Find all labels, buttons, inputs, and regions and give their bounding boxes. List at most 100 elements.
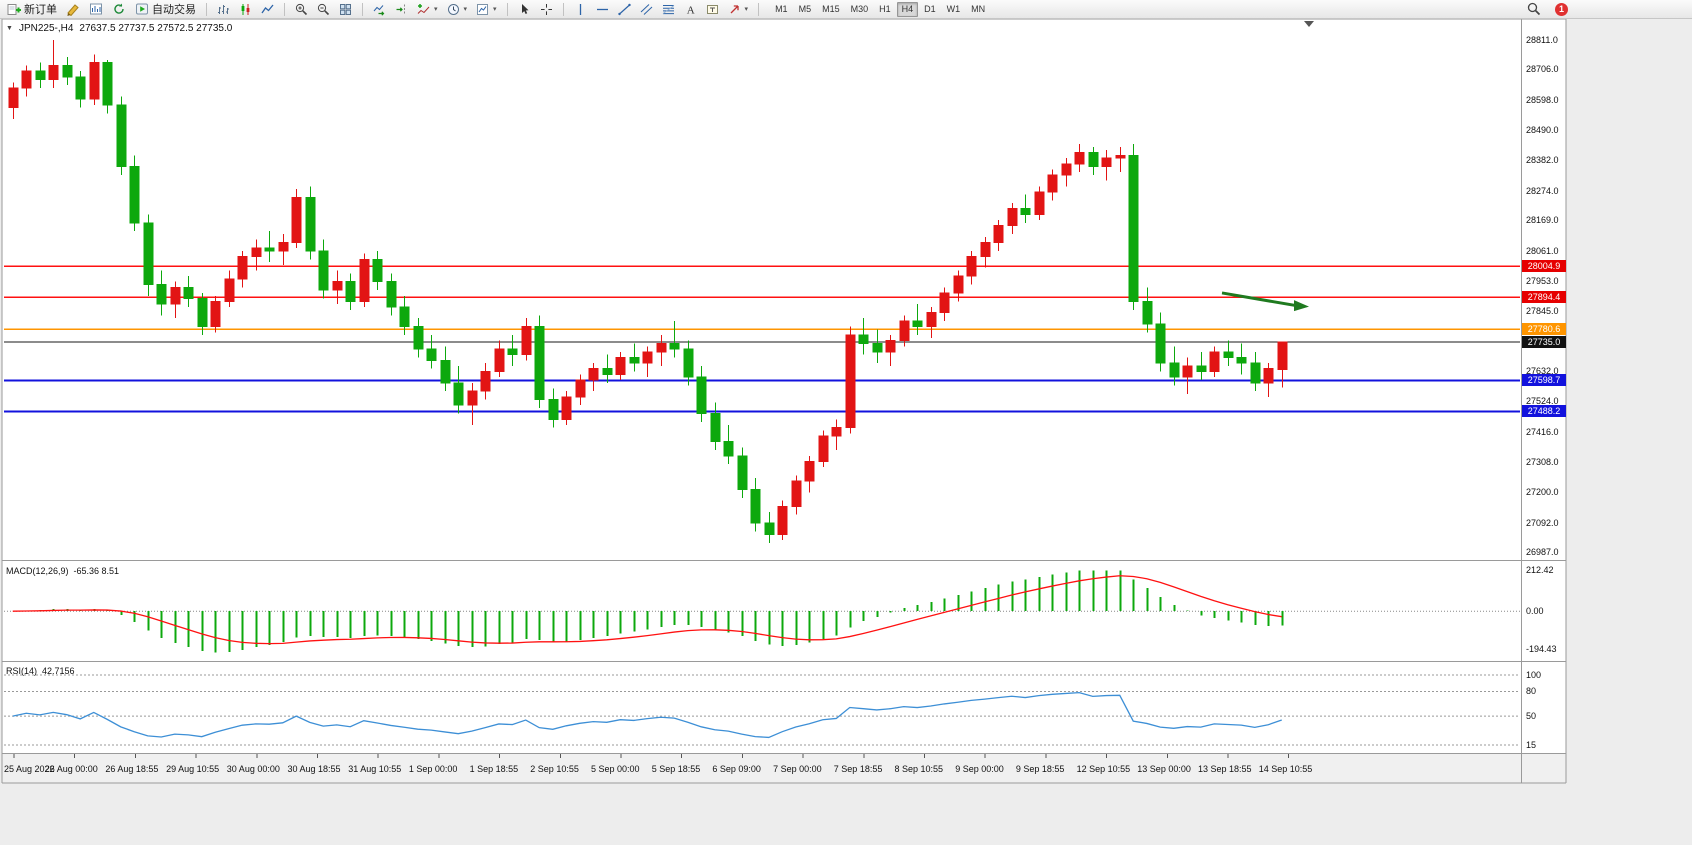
time-axis-label[interactable]: 14 Sep 10:55 xyxy=(1258,764,1313,774)
time-axis-label[interactable]: 31 Aug 10:55 xyxy=(348,764,402,774)
new-chart-button[interactable] xyxy=(86,1,106,18)
toolbar-separator xyxy=(206,2,207,16)
time-axis-label[interactable]: 26 Aug 00:00 xyxy=(44,764,98,774)
macd-axis-label[interactable]: 212.42 xyxy=(1526,564,1554,575)
time-axis-label[interactable]: 6 Sep 09:00 xyxy=(712,764,761,774)
dropdown-caret-icon: ▾ xyxy=(434,5,438,13)
time-axis-label[interactable]: 13 Sep 18:55 xyxy=(1198,764,1252,774)
periods-button[interactable]: ▾ xyxy=(444,1,471,18)
price-axis-label[interactable]: 28169.0 xyxy=(1526,215,1559,226)
auto-scroll-button[interactable] xyxy=(370,1,389,18)
text-button[interactable]: A xyxy=(681,1,700,18)
bar-chart-button[interactable] xyxy=(214,1,233,18)
timeframe-m1-button[interactable]: M1 xyxy=(775,4,788,14)
channel-button[interactable] xyxy=(637,1,656,18)
rsi-axis-label[interactable]: 100 xyxy=(1526,670,1542,680)
time-axis-label[interactable]: 5 Sep 00:00 xyxy=(591,764,640,774)
line-chart-button[interactable] xyxy=(258,1,277,18)
time-axis-label[interactable]: 25 Aug 2022 xyxy=(4,764,55,774)
time-axis-label[interactable]: 9 Sep 18:55 xyxy=(1015,764,1065,774)
price-axis-label[interactable]: 28382.0 xyxy=(1526,155,1559,166)
candle-body xyxy=(1236,357,1247,364)
dropdown-caret-icon: ▾ xyxy=(493,5,497,13)
arrow-annotation-head[interactable] xyxy=(1294,300,1309,312)
time-axis-label[interactable]: 12 Sep 10:55 xyxy=(1076,764,1131,774)
macd-axis-label[interactable]: -194.43 xyxy=(1526,644,1557,655)
timeframe-h4-button[interactable]: H4 xyxy=(896,1,919,17)
timeframe-w1-button[interactable]: W1 xyxy=(946,4,961,14)
timeframe-m15-button[interactable]: M15 xyxy=(822,4,840,14)
fibonacci-button[interactable] xyxy=(659,1,678,18)
notification-badge[interactable]: 1 xyxy=(1555,2,1568,16)
candle-body xyxy=(102,62,113,106)
candle-body xyxy=(953,275,964,294)
price-axis-label[interactable]: 27416.0 xyxy=(1526,426,1559,437)
candle-body xyxy=(62,65,73,78)
price-axis-label[interactable]: 27200.0 xyxy=(1526,487,1559,498)
chart-shift-marker[interactable] xyxy=(1304,21,1314,27)
timeframe-mn-button[interactable]: MN xyxy=(971,4,986,14)
time-axis-label[interactable]: 1 Sep 18:55 xyxy=(469,764,519,774)
price-axis-label[interactable]: 28274.0 xyxy=(1526,185,1559,196)
timeframe-m30-button[interactable]: M30 xyxy=(850,4,869,14)
auto-trading-button[interactable]: 自动交易 xyxy=(132,1,199,18)
rsi-axis-label[interactable]: 50 xyxy=(1526,711,1537,722)
new-order-button[interactable]: 新订单 xyxy=(4,1,60,18)
collapse-arrow-icon[interactable]: ▼ xyxy=(6,25,13,32)
text-label-button[interactable] xyxy=(703,1,722,18)
time-axis-label[interactable]: 13 Sep 00:00 xyxy=(1137,764,1191,774)
zoom-out-button[interactable] xyxy=(314,1,333,18)
time-axis-label[interactable]: 9 Sep 00:00 xyxy=(955,764,1004,774)
trendline-button[interactable] xyxy=(615,1,634,18)
price-axis-label[interactable]: 27524.0 xyxy=(1526,396,1559,407)
price-axis-label[interactable]: 27953.0 xyxy=(1526,275,1559,286)
time-axis-label[interactable]: 7 Sep 00:00 xyxy=(773,764,822,774)
timeframe-h1-button[interactable]: H1 xyxy=(879,4,891,14)
tile-windows-button[interactable] xyxy=(336,1,355,18)
candlestick-chart-button[interactable] xyxy=(236,1,255,18)
price-axis-label[interactable]: 27092.0 xyxy=(1526,517,1559,528)
time-axis-label[interactable]: 7 Sep 18:55 xyxy=(833,764,883,774)
candle-body xyxy=(75,76,86,100)
refresh-button[interactable] xyxy=(109,1,129,18)
price-axis-label[interactable]: 28598.0 xyxy=(1526,94,1559,105)
price-axis-label[interactable]: 28061.0 xyxy=(1526,245,1559,256)
macd-axis-label[interactable]: 0.00 xyxy=(1526,606,1544,617)
time-axis-label[interactable]: 5 Sep 18:55 xyxy=(651,764,701,774)
time-axis-label[interactable]: 26 Aug 18:55 xyxy=(105,764,159,774)
price-axis-label[interactable]: 28706.0 xyxy=(1526,64,1559,75)
horizontal-line-button[interactable] xyxy=(593,1,612,18)
time-axis-label[interactable]: 8 Sep 10:55 xyxy=(894,764,944,774)
cursor-button[interactable] xyxy=(515,1,534,18)
arrow-annotation[interactable] xyxy=(1221,291,1297,308)
rsi-axis-label[interactable]: 80 xyxy=(1526,686,1537,697)
time-axis-label[interactable]: 30 Aug 00:00 xyxy=(226,764,280,774)
time-axis-label[interactable]: 29 Aug 10:55 xyxy=(166,764,220,774)
indicators-button[interactable]: ▾ xyxy=(414,1,441,18)
vertical-line-button[interactable] xyxy=(571,1,590,18)
price-axis-label[interactable]: 28490.0 xyxy=(1526,125,1559,136)
price-axis-label[interactable]: 27308.0 xyxy=(1526,456,1559,467)
arrows-button[interactable]: ▾ xyxy=(725,1,752,18)
zoom-in-button[interactable] xyxy=(292,1,311,18)
timeframe-m5-button[interactable]: M5 xyxy=(798,4,812,14)
chart-shift-button[interactable] xyxy=(392,1,411,18)
price-axis-label[interactable]: 27632.0 xyxy=(1526,365,1559,376)
price-axis-label[interactable]: 26987.0 xyxy=(1526,547,1559,558)
time-axis-label[interactable]: 30 Aug 18:55 xyxy=(287,764,341,774)
candle-body xyxy=(534,326,545,401)
price-axis-label[interactable]: 28811.0 xyxy=(1526,35,1558,45)
price-axis-label[interactable]: 27845.0 xyxy=(1526,306,1559,317)
price-level-badge: 27894.4 xyxy=(1522,291,1566,304)
time-axis-label[interactable]: 2 Sep 10:55 xyxy=(530,764,579,774)
templates-button[interactable]: ▾ xyxy=(473,1,500,18)
crosshair-button[interactable] xyxy=(537,1,556,18)
rsi-axis-label[interactable]: 15 xyxy=(1526,739,1537,750)
metaeditor-button[interactable] xyxy=(63,1,83,18)
time-axis-label[interactable]: 1 Sep 00:00 xyxy=(408,764,458,774)
candlestick-series[interactable] xyxy=(8,40,1288,543)
timeframe-d1-button[interactable]: D1 xyxy=(924,4,936,14)
search-icon[interactable] xyxy=(1527,2,1541,16)
